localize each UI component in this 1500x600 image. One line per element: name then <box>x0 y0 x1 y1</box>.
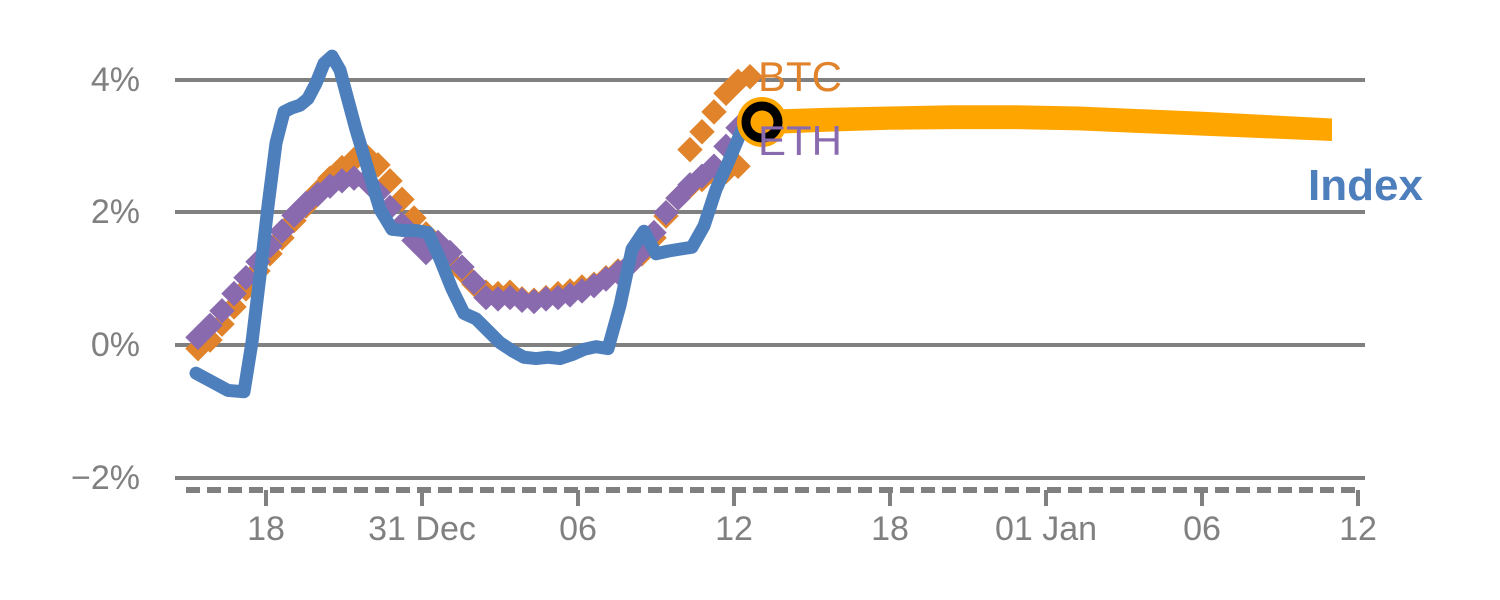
y-tick-label-neg2pct: −2% <box>71 459 140 497</box>
series-label-eth: ETH <box>758 117 842 164</box>
x-tick-label-2: 06 <box>559 510 597 548</box>
series-index <box>189 49 769 399</box>
data-point <box>461 269 487 296</box>
marker-ring-icon <box>741 101 783 143</box>
x-tick-label-0: 18 <box>247 510 285 548</box>
data-point <box>209 298 235 324</box>
y-tick-label-2pct: 2% <box>90 193 140 231</box>
x-tick-label-7: 12 <box>1339 510 1377 548</box>
data-point <box>449 254 475 280</box>
data-point <box>197 312 223 339</box>
y-tick-label-0pct: 0% <box>90 326 140 364</box>
series-label-index: Index <box>1308 161 1423 210</box>
data-point <box>653 199 679 226</box>
x-tick-label-3: 12 <box>715 510 753 548</box>
data-point <box>737 63 763 90</box>
data-point <box>689 119 715 145</box>
data-point <box>701 99 727 125</box>
gridlines <box>175 78 1365 480</box>
data-point <box>677 136 703 163</box>
y-tick-label-4pct: 4% <box>90 61 140 99</box>
forecast-band <box>762 105 1332 142</box>
current-value-marker[interactable] <box>737 97 787 147</box>
data-point <box>233 264 259 291</box>
x-tick-label-1: 31 Dec <box>368 510 476 548</box>
series-btc-tail <box>677 63 763 163</box>
x-axis-ticks <box>264 490 1360 506</box>
x-tick-label-5: 01 Jan <box>994 510 1098 548</box>
x-tick-label-6: 06 <box>1183 510 1221 548</box>
x-tick-label-4: 18 <box>871 510 909 548</box>
data-point <box>221 280 247 307</box>
data-point <box>269 218 295 244</box>
series-label-btc: BTC <box>758 53 842 100</box>
